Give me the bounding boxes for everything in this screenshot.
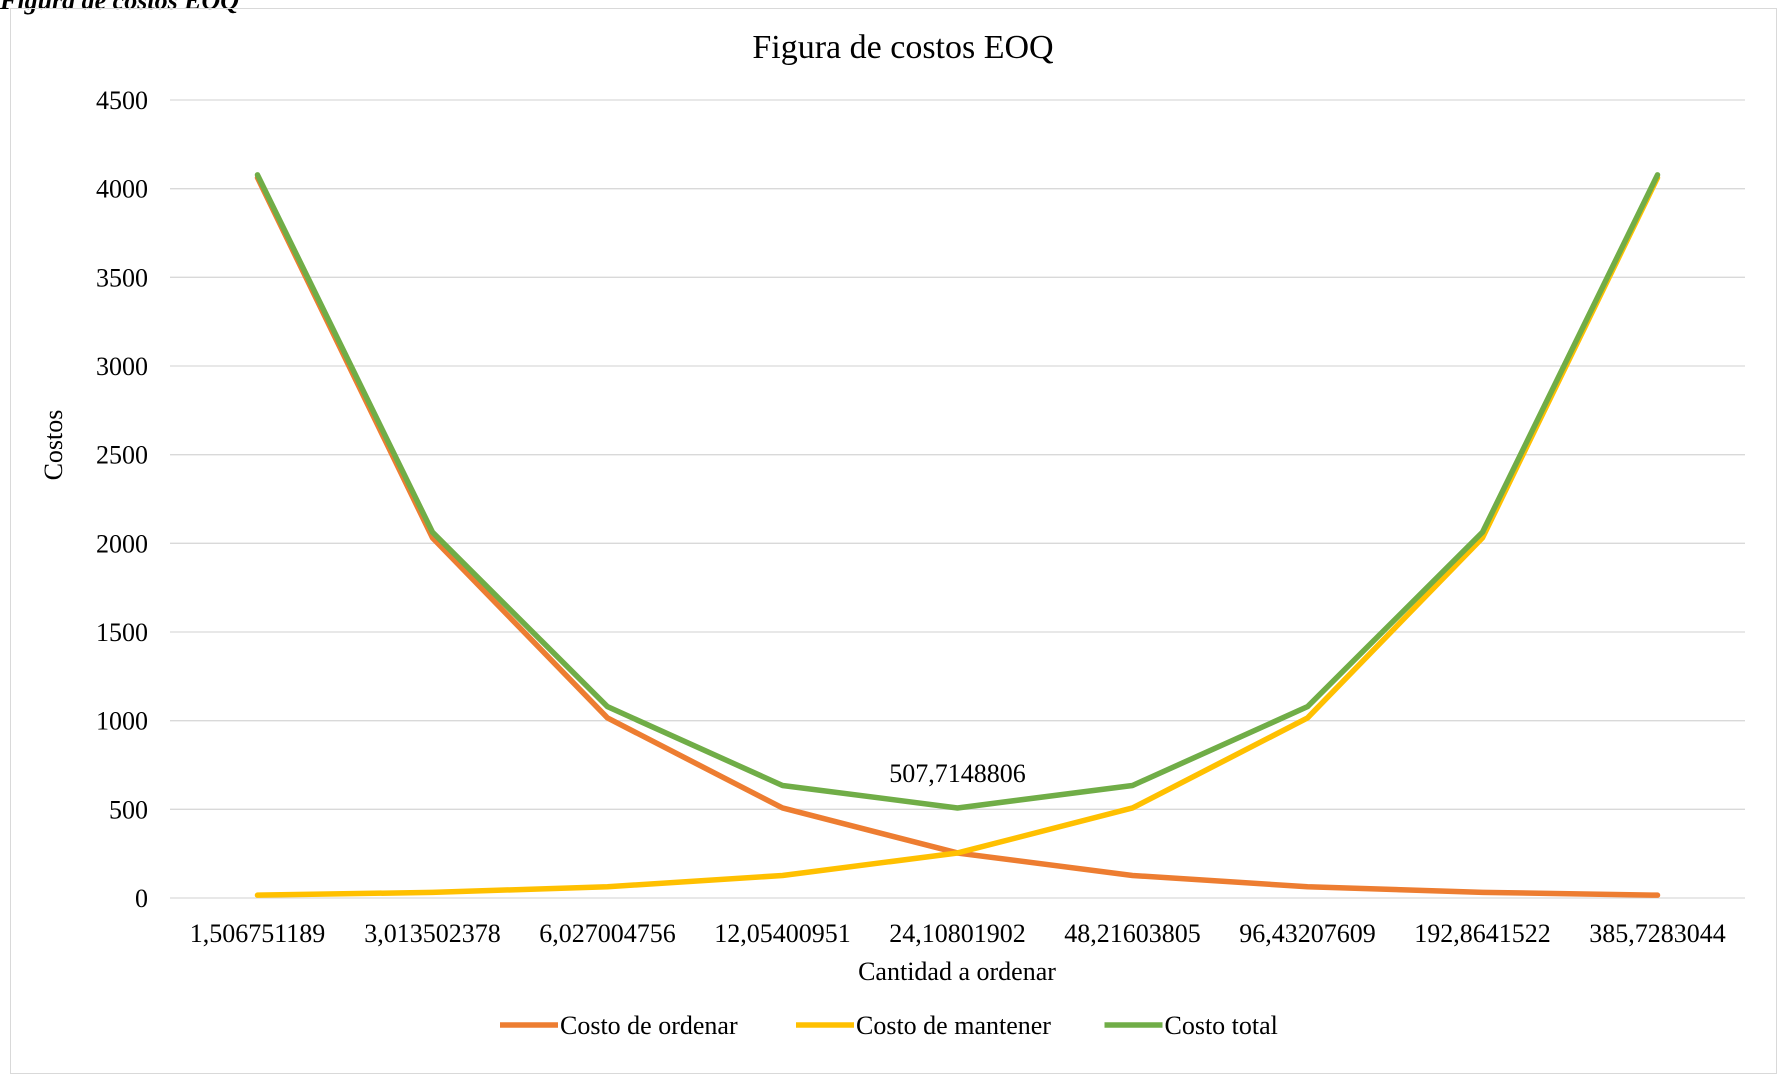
- x-tick-label: 192,8641522: [1414, 919, 1551, 948]
- y-tick-label: 1000: [96, 707, 148, 736]
- data-label: 507,7148806: [889, 759, 1026, 788]
- legend: Costo de ordenar Costo de mantener Costo t…: [500, 1011, 1278, 1040]
- y-tick-label: 4000: [96, 175, 148, 204]
- legend-item: Costo de mantener: [796, 1011, 1051, 1040]
- series-line-1: [254, 174, 1661, 898]
- y-tick-label: 3500: [96, 263, 148, 292]
- x-tick-label: 6,027004756: [539, 919, 676, 948]
- figure-caption: Figura de costos EOQ: [0, 0, 240, 15]
- y-tick-label: 500: [109, 795, 148, 824]
- x-tick-label: 96,43207609: [1239, 919, 1376, 948]
- y-tick-label: 3000: [96, 352, 148, 381]
- x-axis-ticks: 1,506751189 3,013502378 6,027004756 12,0540…: [190, 919, 1726, 948]
- x-tick-label: 12,05400951: [714, 919, 851, 948]
- y-axis-label: Costos: [39, 410, 68, 481]
- x-tick-label: 1,506751189: [190, 919, 326, 948]
- chart-title: Figura de costos EOQ: [752, 29, 1053, 66]
- legend-label: Costo de ordenar: [560, 1011, 738, 1040]
- series-lines: [254, 172, 1661, 898]
- legend-label: Costo de mantener: [856, 1011, 1051, 1040]
- x-axis-label: Cantidad a ordenar: [858, 957, 1056, 986]
- y-tick-label: 2500: [96, 441, 148, 470]
- chart-frame: [10, 8, 1777, 1074]
- series-line-2: [254, 172, 1661, 811]
- y-tick-label: 0: [135, 884, 148, 913]
- y-tick-label: 2000: [96, 529, 148, 558]
- y-tick-label: 1500: [96, 618, 148, 647]
- y-axis-ticks: 0 500 1000 1500 2000 2500 3000 3500 4000 4500: [96, 86, 148, 913]
- x-tick-label: 385,7283044: [1589, 919, 1726, 948]
- legend-label: Costo total: [1165, 1011, 1278, 1040]
- legend-item: Costo total: [1104, 1011, 1278, 1040]
- annotations: 507,7148806: [889, 759, 1026, 788]
- y-tick-label: 4500: [96, 86, 148, 115]
- legend-item: Costo de ordenar: [500, 1011, 738, 1040]
- x-tick-label: 24,10801902: [889, 919, 1026, 948]
- x-tick-label: 48,21603805: [1064, 919, 1201, 948]
- x-tick-label: 3,013502378: [364, 919, 501, 948]
